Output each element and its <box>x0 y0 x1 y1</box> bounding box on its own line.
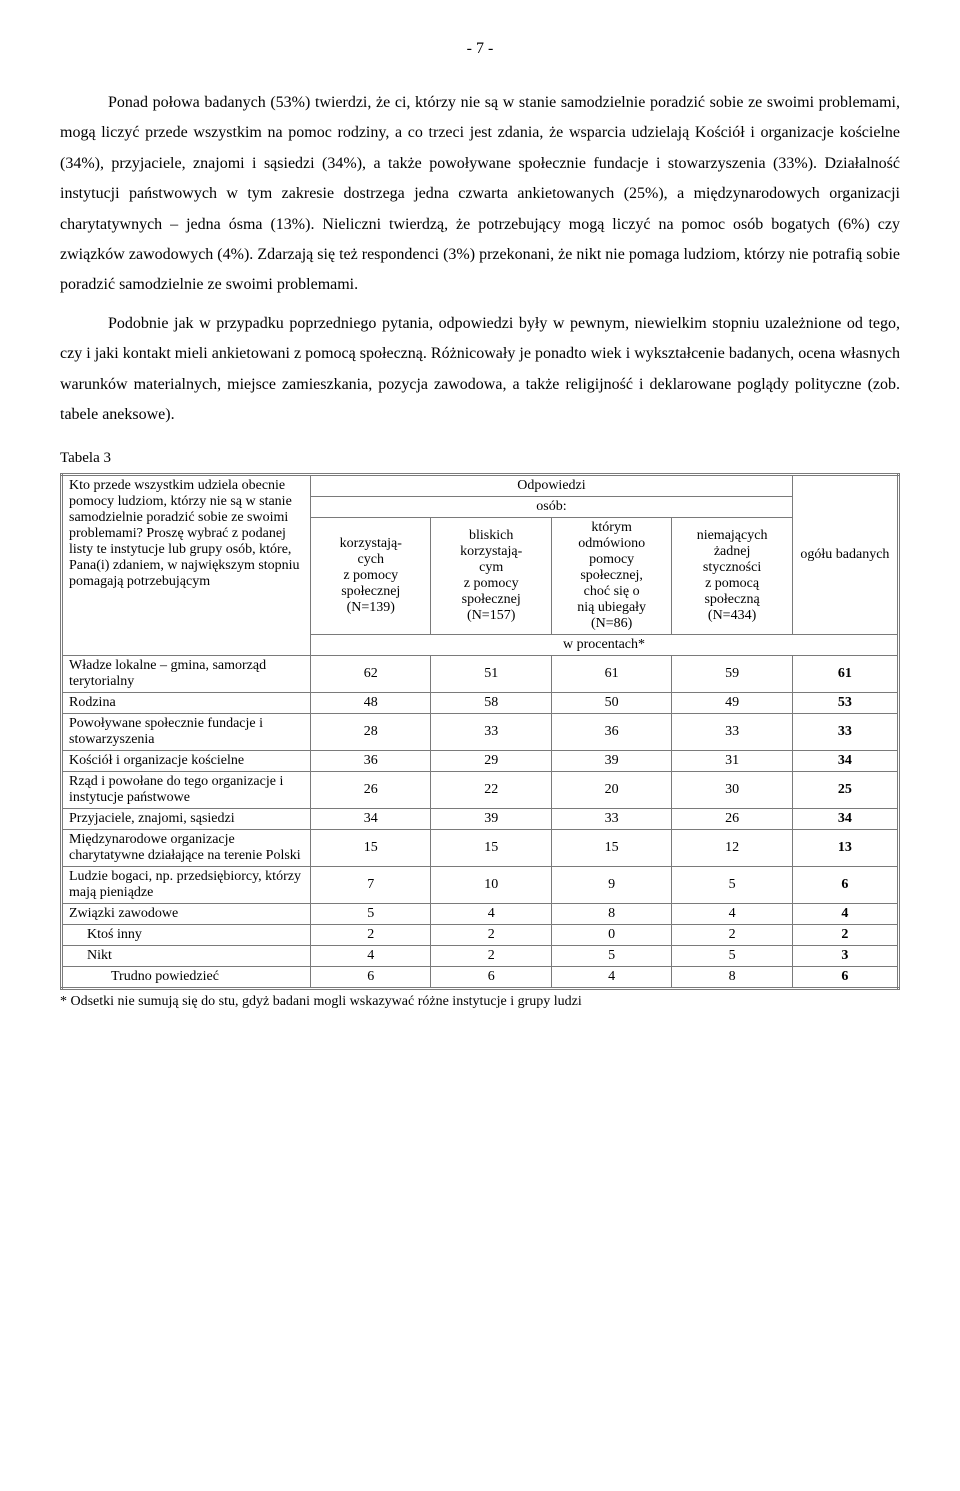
cell-value: 4 <box>792 904 898 925</box>
row-label: Nikt <box>62 946 311 967</box>
col1-header: korzystają- cych z pomocy społecznej (N=… <box>311 518 431 635</box>
cell-value: 61 <box>792 656 898 693</box>
cell-value: 4 <box>672 904 792 925</box>
cell-value: 5 <box>672 867 792 904</box>
col4-header: niemających żadnej styczności z pomocą s… <box>672 518 792 635</box>
cell-value: 2 <box>431 925 551 946</box>
row-label: Przyjaciele, znajomi, sąsiedzi <box>62 809 311 830</box>
cell-value: 53 <box>792 693 898 714</box>
cell-value: 5 <box>311 904 431 925</box>
row-label: Kościół i organizacje kościelne <box>62 751 311 772</box>
cell-value: 9 <box>551 867 671 904</box>
cell-value: 39 <box>431 809 551 830</box>
total-header: ogółu badanych <box>792 475 898 635</box>
question-header: Kto przede wszystkim udziela obecnie pom… <box>62 475 311 656</box>
cell-value: 6 <box>431 967 551 989</box>
cell-value: 5 <box>551 946 671 967</box>
row-label: Powoływane społecznie fundacje i stowarz… <box>62 714 311 751</box>
cell-value: 0 <box>551 925 671 946</box>
row-label: Międzynarodowe organizacje charytatywne … <box>62 830 311 867</box>
cell-value: 36 <box>551 714 671 751</box>
table-row: Ktoś inny22022 <box>62 925 899 946</box>
row-label: Trudno powiedzieć <box>62 967 311 989</box>
page-number: - 7 - <box>60 40 900 58</box>
row-label: Władze lokalne – gmina, samorząd terytor… <box>62 656 311 693</box>
cell-value: 39 <box>551 751 671 772</box>
cell-value: 2 <box>672 925 792 946</box>
cell-value: 28 <box>311 714 431 751</box>
table-row: Trudno powiedzieć66486 <box>62 967 899 989</box>
cell-value: 31 <box>672 751 792 772</box>
cell-value: 4 <box>551 967 671 989</box>
table-row: Nikt42553 <box>62 946 899 967</box>
table-row: Rząd i powołane do tego organizacje i in… <box>62 772 899 809</box>
table-row: Związki zawodowe54844 <box>62 904 899 925</box>
cell-value: 26 <box>311 772 431 809</box>
osob-header: osób: <box>311 497 793 518</box>
cell-value: 33 <box>672 714 792 751</box>
cell-value: 4 <box>311 946 431 967</box>
row-label: Ludzie bogaci, np. przedsiębiorcy, którz… <box>62 867 311 904</box>
cell-value: 15 <box>551 830 671 867</box>
cell-value: 59 <box>672 656 792 693</box>
row-label: Związki zawodowe <box>62 904 311 925</box>
cell-value: 62 <box>311 656 431 693</box>
cell-value: 5 <box>672 946 792 967</box>
cell-value: 34 <box>311 809 431 830</box>
cell-value: 2 <box>431 946 551 967</box>
cell-value: 34 <box>792 751 898 772</box>
cell-value: 10 <box>431 867 551 904</box>
cell-value: 48 <box>311 693 431 714</box>
data-table: Kto przede wszystkim udziela obecnie pom… <box>60 473 900 990</box>
cell-value: 33 <box>431 714 551 751</box>
cell-value: 36 <box>311 751 431 772</box>
cell-value: 22 <box>431 772 551 809</box>
cell-value: 51 <box>431 656 551 693</box>
percent-header: w procentach* <box>311 635 899 656</box>
cell-value: 7 <box>311 867 431 904</box>
cell-value: 2 <box>792 925 898 946</box>
cell-value: 50 <box>551 693 671 714</box>
table-row: Kościół i organizacje kościelne362939313… <box>62 751 899 772</box>
answers-header: Odpowiedzi <box>311 475 793 497</box>
col3-header: którym odmówiono pomocy społecznej, choć… <box>551 518 671 635</box>
cell-value: 20 <box>551 772 671 809</box>
cell-value: 12 <box>672 830 792 867</box>
cell-value: 30 <box>672 772 792 809</box>
table-row: Powoływane społecznie fundacje i stowarz… <box>62 714 899 751</box>
cell-value: 34 <box>792 809 898 830</box>
cell-value: 6 <box>792 867 898 904</box>
cell-value: 2 <box>311 925 431 946</box>
row-label: Rodzina <box>62 693 311 714</box>
cell-value: 29 <box>431 751 551 772</box>
table-row: Władze lokalne – gmina, samorząd terytor… <box>62 656 899 693</box>
body-paragraph-2: Podobnie jak w przypadku poprzedniego py… <box>60 309 900 431</box>
cell-value: 6 <box>311 967 431 989</box>
cell-value: 33 <box>792 714 898 751</box>
col2-header: bliskich korzystają- cym z pomocy społec… <box>431 518 551 635</box>
cell-value: 8 <box>672 967 792 989</box>
body-paragraph-1: Ponad połowa badanych (53%) twierdzi, że… <box>60 88 900 301</box>
cell-value: 58 <box>431 693 551 714</box>
table-row: Ludzie bogaci, np. przedsiębiorcy, którz… <box>62 867 899 904</box>
footnote: * Odsetki nie sumują się do stu, gdyż ba… <box>60 994 900 1010</box>
row-label: Rząd i powołane do tego organizacje i in… <box>62 772 311 809</box>
cell-value: 3 <box>792 946 898 967</box>
table-label: Tabela 3 <box>60 450 900 467</box>
cell-value: 15 <box>431 830 551 867</box>
cell-value: 33 <box>551 809 671 830</box>
cell-value: 61 <box>551 656 671 693</box>
cell-value: 8 <box>551 904 671 925</box>
row-label: Ktoś inny <box>62 925 311 946</box>
table-row: Przyjaciele, znajomi, sąsiedzi3439332634 <box>62 809 899 830</box>
cell-value: 13 <box>792 830 898 867</box>
cell-value: 49 <box>672 693 792 714</box>
table-row: Międzynarodowe organizacje charytatywne … <box>62 830 899 867</box>
cell-value: 26 <box>672 809 792 830</box>
cell-value: 25 <box>792 772 898 809</box>
cell-value: 6 <box>792 967 898 989</box>
table-row: Rodzina4858504953 <box>62 693 899 714</box>
cell-value: 15 <box>311 830 431 867</box>
cell-value: 4 <box>431 904 551 925</box>
